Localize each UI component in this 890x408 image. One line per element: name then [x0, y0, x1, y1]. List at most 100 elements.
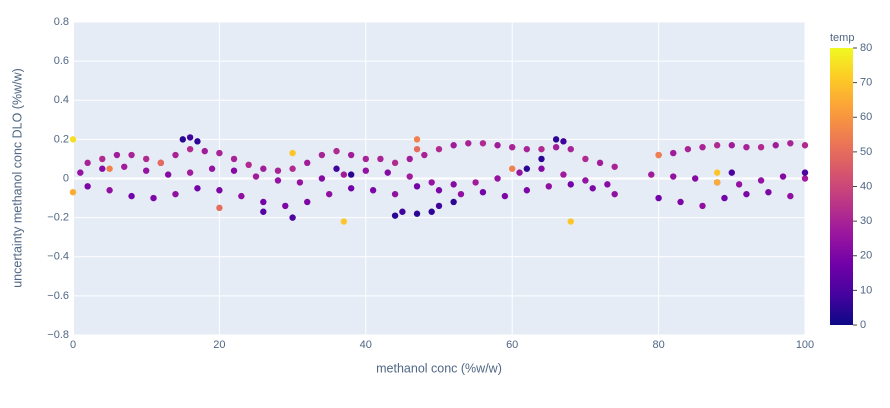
- point: [655, 151, 662, 159]
- y-tick-label: 0.2: [54, 133, 69, 145]
- point: [560, 138, 567, 145]
- x-axis-label: methanol conc (%w/w): [376, 361, 502, 375]
- point: [186, 134, 194, 141]
- point: [523, 145, 531, 153]
- point: [684, 145, 692, 153]
- point: [509, 144, 516, 151]
- point: [801, 169, 809, 176]
- point: [509, 165, 516, 172]
- point: [757, 144, 765, 151]
- point: [347, 151, 355, 159]
- point: [435, 187, 443, 194]
- point: [333, 147, 340, 155]
- point: [421, 151, 428, 159]
- point: [772, 142, 779, 149]
- point: [670, 149, 677, 157]
- point: [128, 192, 135, 200]
- point: [757, 177, 765, 184]
- point: [479, 140, 487, 147]
- point: [99, 165, 106, 172]
- point: [282, 202, 289, 210]
- point: [670, 173, 677, 180]
- y-axis-label: uncertainty methanol conc DLO (%w/w): [10, 68, 24, 288]
- point: [216, 149, 223, 157]
- point: [413, 145, 421, 153]
- point: [304, 198, 311, 206]
- point: [216, 204, 223, 212]
- point: [472, 179, 479, 186]
- point: [245, 161, 252, 169]
- point: [216, 187, 223, 194]
- point: [238, 192, 245, 200]
- point: [143, 155, 150, 163]
- point: [150, 194, 157, 202]
- point: [406, 173, 413, 180]
- point: [479, 188, 487, 196]
- point: [172, 151, 179, 159]
- point: [648, 171, 655, 178]
- point: [157, 159, 165, 167]
- point: [274, 167, 282, 174]
- point: [787, 140, 794, 147]
- point: [560, 171, 567, 178]
- y-tick-label: 0.4: [54, 94, 69, 106]
- colorbar-tick-label: 0: [860, 319, 866, 331]
- point: [333, 165, 340, 172]
- point: [582, 177, 589, 184]
- y-tick-label: 0.8: [54, 16, 69, 28]
- point: [713, 169, 721, 176]
- x-tick-label: 0: [70, 339, 76, 351]
- point: [501, 192, 509, 200]
- y-tick-label: −0.4: [47, 251, 69, 263]
- point: [252, 173, 260, 180]
- point: [201, 147, 208, 155]
- point: [260, 198, 267, 206]
- colorbar-tick-label: 60: [860, 111, 872, 123]
- colorbar-tick-label: 30: [860, 215, 872, 227]
- point: [582, 155, 589, 163]
- point: [765, 188, 772, 196]
- point: [399, 208, 406, 215]
- point: [552, 136, 560, 143]
- point: [347, 171, 355, 178]
- point: [728, 142, 735, 149]
- point: [106, 165, 113, 172]
- point: [377, 155, 384, 163]
- y-tick-label: −0.6: [47, 290, 69, 302]
- point: [172, 190, 179, 198]
- point: [362, 155, 369, 163]
- point: [465, 140, 472, 147]
- point: [713, 142, 721, 149]
- point: [186, 169, 194, 176]
- point: [208, 165, 216, 172]
- point: [428, 179, 435, 186]
- y-tick-label: −0.2: [47, 212, 69, 224]
- point: [260, 208, 267, 215]
- point: [457, 190, 465, 198]
- point: [340, 171, 348, 178]
- y-tick-label: 0: [63, 172, 69, 184]
- point: [611, 163, 618, 170]
- point: [743, 144, 750, 151]
- y-tick-label: 0.6: [54, 55, 69, 67]
- point: [84, 183, 91, 190]
- point: [274, 177, 282, 184]
- point: [538, 165, 545, 172]
- point: [523, 187, 531, 194]
- point: [516, 169, 523, 176]
- point: [450, 198, 457, 206]
- point: [194, 185, 201, 192]
- point: [186, 145, 194, 153]
- point: [296, 179, 304, 186]
- point: [721, 194, 728, 202]
- colorbar-tick-label: 40: [860, 180, 872, 192]
- point: [179, 136, 186, 143]
- point: [713, 179, 721, 186]
- point: [326, 190, 333, 198]
- x-tick-label: 40: [360, 339, 372, 351]
- point: [552, 144, 560, 151]
- point: [450, 142, 457, 149]
- point: [260, 165, 267, 172]
- point: [567, 145, 574, 153]
